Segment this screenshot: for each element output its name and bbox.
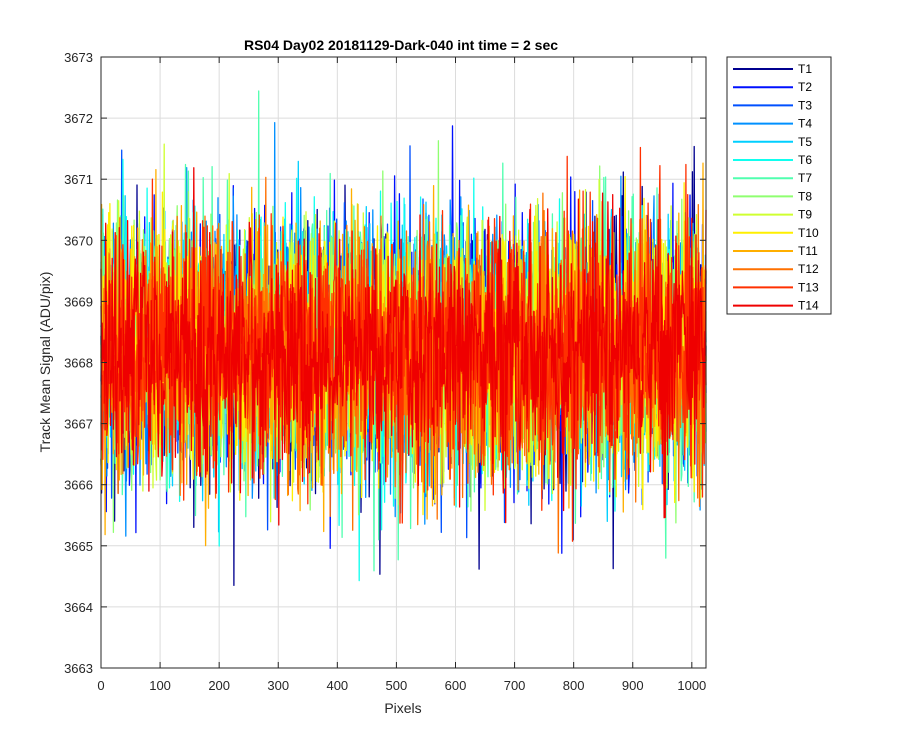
- x-tick-label: 0: [97, 678, 104, 693]
- y-tick-label: 3666: [64, 478, 93, 493]
- legend-label-t4: T4: [798, 117, 812, 131]
- y-tick-label: 3664: [64, 600, 93, 615]
- legend-label-t14: T14: [798, 299, 819, 313]
- y-tick-label: 3672: [64, 111, 93, 126]
- legend: T1 T2 T3 T4 T5 T6 T7 T8 T9 T10 T11 T12 T13 T14: [726, 56, 832, 315]
- chart-title: RS04 Day02 20181129-Dark-040 int time = …: [244, 37, 558, 53]
- y-tick-label: 3663: [64, 661, 93, 676]
- data-series-group: [100, 90, 707, 587]
- x-tick-label: 100: [149, 678, 171, 693]
- x-tick-label: 200: [208, 678, 230, 693]
- legend-label-t10: T10: [798, 226, 819, 240]
- y-tick-label: 3665: [64, 539, 93, 554]
- x-tick-label: 400: [326, 678, 348, 693]
- legend-label-t1: T1: [798, 62, 812, 76]
- y-axis-title: Track Mean Signal (ADU/pix): [37, 272, 53, 453]
- legend-label-t3: T3: [798, 98, 812, 112]
- x-tick-label: 500: [386, 678, 408, 693]
- legend-box: [726, 56, 832, 315]
- y-tick-label: 3673: [64, 50, 93, 65]
- x-tick-labels: 0 100 200 300 400 500 600 700 800 900 1000: [97, 678, 706, 693]
- legend-label-t2: T2: [798, 80, 812, 94]
- legend-label-t5: T5: [798, 135, 812, 149]
- legend-label-t9: T9: [798, 208, 812, 222]
- x-tick-label: 300: [267, 678, 289, 693]
- legend-label-t11: T11: [798, 244, 818, 258]
- y-tick-labels: 3663 3664 3665 3666 3667 3668 3669 3670 3671 3672…: [64, 50, 93, 676]
- legend-label-t6: T6: [798, 153, 812, 167]
- y-tick-label: 3667: [64, 417, 93, 432]
- y-tick-label: 3670: [64, 233, 93, 248]
- x-tick-label: 600: [445, 678, 467, 693]
- legend-label-t7: T7: [798, 171, 812, 185]
- y-tick-label: 3671: [64, 172, 93, 187]
- x-axis-title: Pixels: [384, 700, 421, 716]
- tick-marks: [100, 56, 706, 669]
- legend-label-t8: T8: [798, 189, 812, 203]
- y-tick-label: 3668: [64, 356, 93, 371]
- x-tick-label: 1000: [677, 678, 706, 693]
- y-tick-label: 3669: [64, 294, 93, 309]
- legend-label-t12: T12: [798, 262, 819, 276]
- x-tick-label: 700: [504, 678, 526, 693]
- legend-label-t13: T13: [798, 280, 819, 294]
- x-tick-label: 800: [563, 678, 585, 693]
- series-line-t14: [100, 167, 707, 526]
- x-tick-label: 900: [622, 678, 644, 693]
